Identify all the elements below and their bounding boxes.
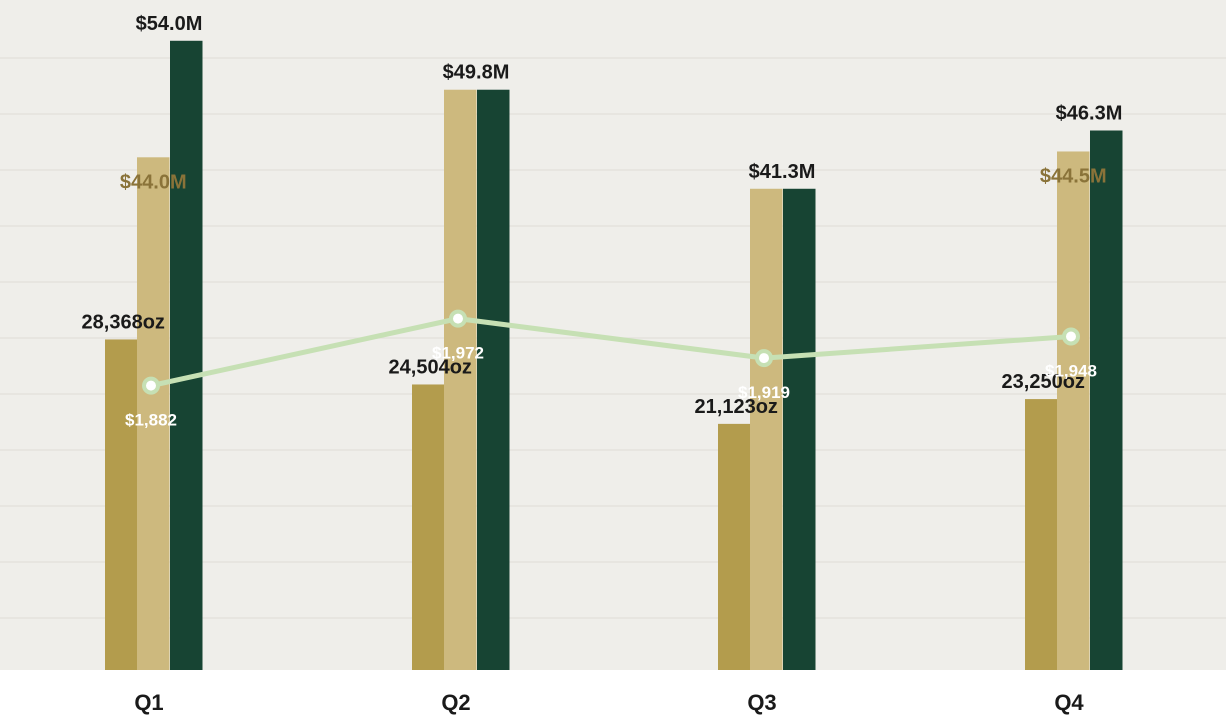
bar-revenue_dark-q1 bbox=[170, 40, 203, 671]
x-tick-label: Q4 bbox=[1054, 690, 1084, 715]
gridlines bbox=[0, 57, 1226, 619]
bar-revenue_dark-q4 bbox=[1090, 130, 1123, 671]
data-label-price: $1,882 bbox=[125, 411, 177, 430]
data-label-revenue-light: $44.0M bbox=[120, 171, 187, 193]
bars bbox=[105, 40, 1123, 671]
data-label-revenue-dark: $46.3M bbox=[1056, 103, 1123, 125]
price-line bbox=[150, 316, 1072, 389]
bar-ounces-q2 bbox=[412, 384, 445, 670]
data-label-revenue-dark: $41.3M bbox=[749, 161, 816, 183]
data-label-revenue-light: $44.5M bbox=[1040, 165, 1107, 187]
bar-revenue_light-q2 bbox=[444, 89, 477, 670]
x-tick-label: Q1 bbox=[134, 690, 163, 715]
bar-ounces-q1 bbox=[105, 339, 138, 670]
price-point-q2 bbox=[449, 309, 467, 328]
data-label-price: $1,972 bbox=[432, 344, 484, 363]
data-labels: 28,368oz 24,504oz 21,123oz 23,250oz $44.0M $4… bbox=[82, 13, 1123, 430]
data-label-price: $1,948 bbox=[1045, 361, 1097, 380]
data-label-price: $1,919 bbox=[738, 383, 790, 402]
price-line-series bbox=[142, 309, 1080, 395]
x-tick-label: Q3 bbox=[747, 690, 776, 715]
plot-background bbox=[0, 0, 1226, 670]
bar-ounces-q4 bbox=[1025, 399, 1058, 670]
data-label-ounces: 21,123oz bbox=[695, 396, 778, 418]
data-label-ounces: 28,368oz bbox=[82, 311, 165, 333]
bar-revenue_light-q3 bbox=[750, 188, 783, 671]
data-label-revenue-dark: $49.8M bbox=[443, 62, 510, 84]
data-label-ounces: 23,250oz bbox=[1002, 371, 1085, 393]
price-point-q1 bbox=[142, 376, 160, 395]
data-label-revenue-dark: $54.0M bbox=[136, 13, 203, 35]
data-label-ounces: 24,504oz bbox=[389, 356, 472, 378]
bar-revenue_light-q1 bbox=[137, 157, 170, 671]
bar-revenue_dark-q3 bbox=[783, 188, 816, 671]
bar-revenue_light-q4 bbox=[1057, 151, 1090, 670]
price-point-q3 bbox=[755, 349, 773, 368]
bar-ounces-q3 bbox=[718, 423, 751, 670]
x-tick-label: Q2 bbox=[441, 690, 470, 715]
price-point-q4 bbox=[1062, 327, 1080, 346]
bar-revenue_dark-q2 bbox=[477, 89, 510, 670]
x-axis-ticks: Q1 Q2 Q3 Q4 bbox=[134, 690, 1084, 715]
